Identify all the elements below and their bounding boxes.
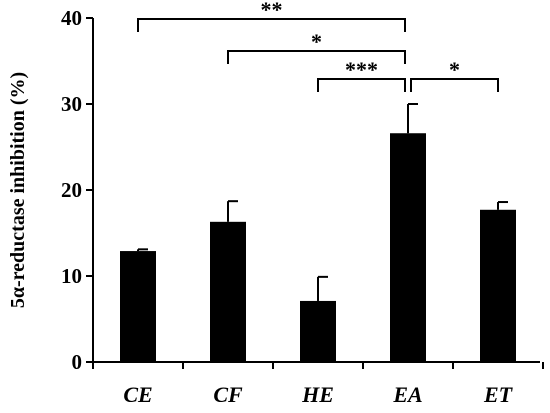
bar-ea xyxy=(390,133,426,362)
bar-he xyxy=(300,300,336,362)
significance-bracket xyxy=(410,78,499,92)
y-tick-label: 20 xyxy=(61,178,82,202)
significance-label: * xyxy=(311,29,322,54)
significance-bracket xyxy=(137,18,406,32)
y-tick-label: 40 xyxy=(61,6,82,30)
bar-cf xyxy=(210,221,246,362)
y-tick-label: 0 xyxy=(72,350,83,374)
y-tick-label: 10 xyxy=(61,264,82,288)
bars: CE CF HE EA ET xyxy=(120,103,516,407)
bar-et xyxy=(480,209,516,362)
significance-label: ** xyxy=(261,0,283,22)
y-tick-label: 30 xyxy=(61,92,82,116)
x-tick-label-cf: CF xyxy=(213,382,243,407)
significance-label: *** xyxy=(345,57,378,82)
significance-brackets: ****** * xyxy=(137,0,499,92)
axes: 0 10 20 30 40 xyxy=(61,6,544,374)
significance-label: * xyxy=(449,57,460,82)
x-tick-label-ce: CE xyxy=(123,382,152,407)
bar-ce xyxy=(120,251,156,362)
significance-bracket xyxy=(227,50,406,64)
x-tick-label-ea: EA xyxy=(392,382,422,407)
significance-bracket xyxy=(317,78,406,92)
x-tick-label-he: HE xyxy=(301,382,334,407)
y-axis-label: 5α-reductase inhibition (%) xyxy=(7,72,29,308)
x-tick-label-et: ET xyxy=(483,382,514,407)
